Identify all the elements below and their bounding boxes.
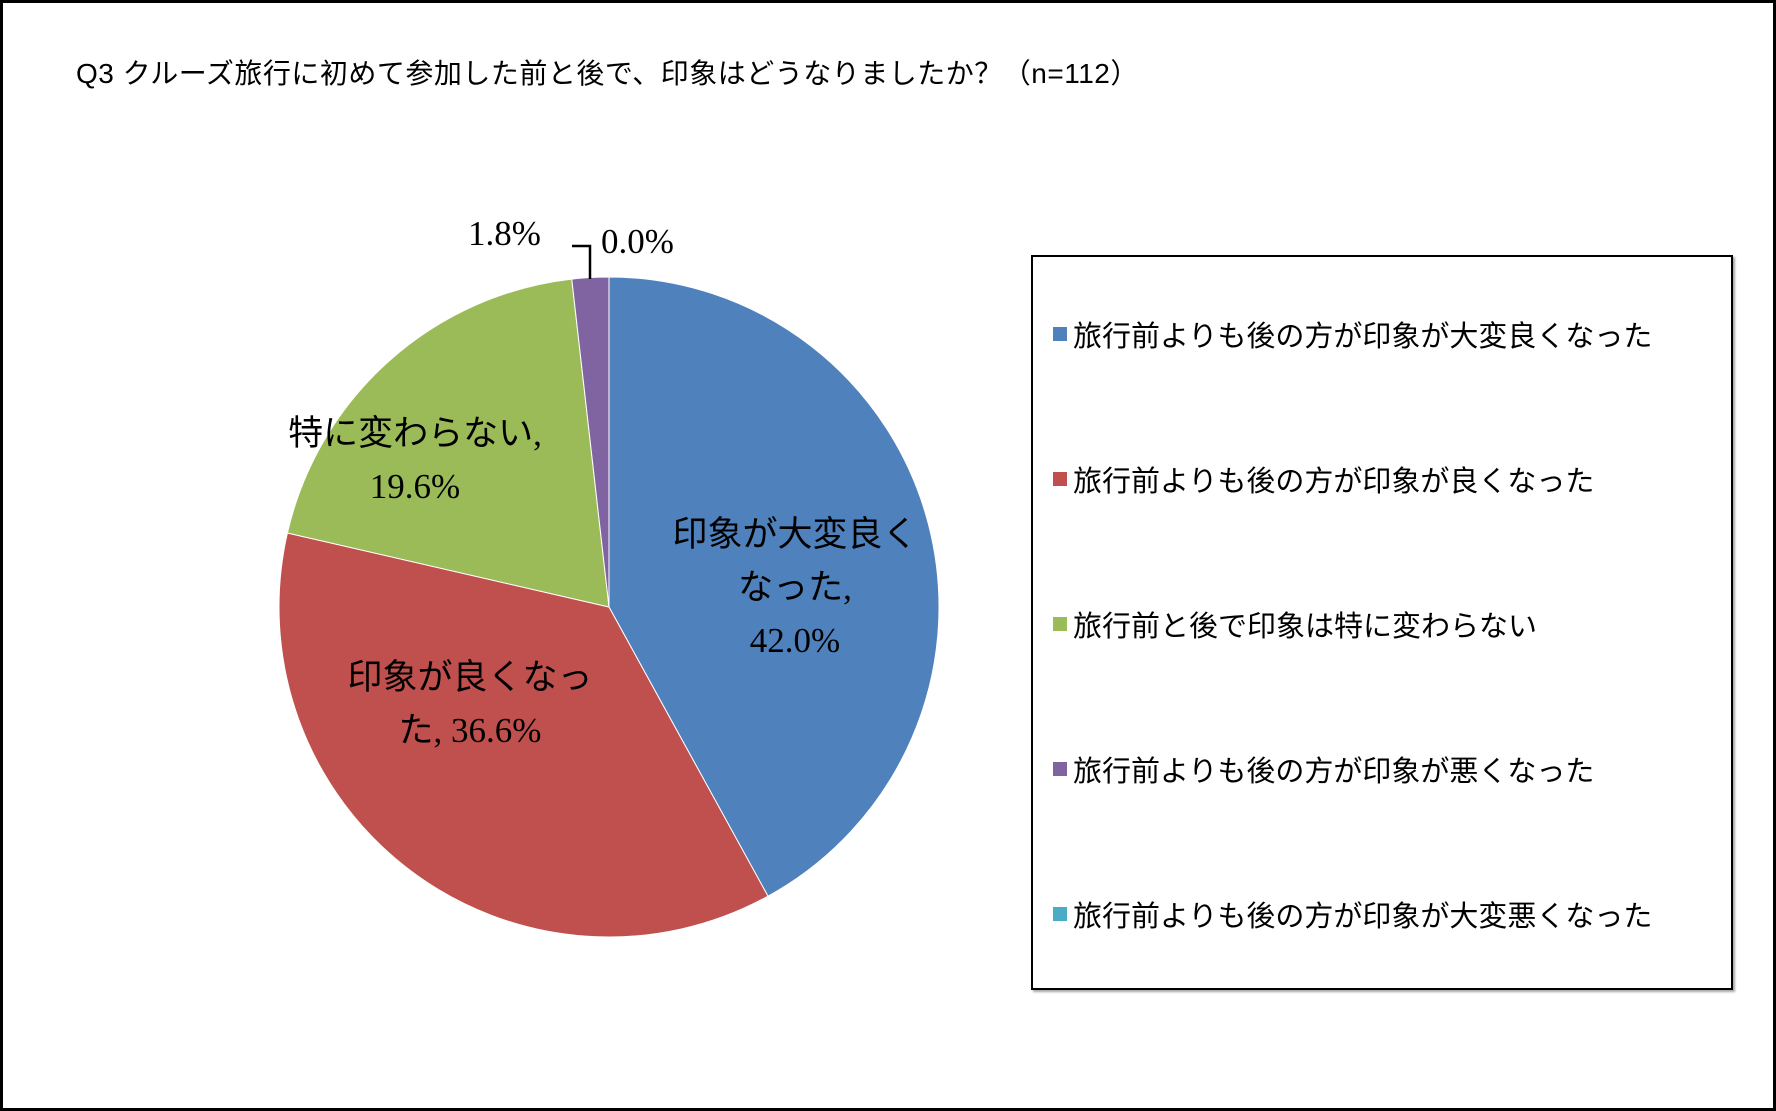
legend-swatch-icon <box>1053 327 1067 341</box>
legend-swatch-icon <box>1053 472 1067 486</box>
data-label-very-bad: 0.0% <box>601 222 674 261</box>
chart-title: Q3 クルーズ旅行に初めて参加した前と後で、印象はどうなりましたか？（n=112… <box>76 58 1139 89</box>
data-label-value: 19.6% <box>369 467 461 506</box>
data-label-very-good: 印象が大変良く なった, 42.0% <box>645 508 945 667</box>
data-label-line: 特に変わらない, <box>288 414 542 453</box>
legend-item-bad: 旅行前よりも後の方が印象が悪くなった <box>1053 749 1594 789</box>
data-label-line: 印象が良くなっ <box>347 658 593 697</box>
legend-swatch-icon <box>1053 617 1067 631</box>
legend-item-very-bad: 旅行前よりも後の方が印象が大変悪くなった <box>1053 894 1652 934</box>
pie-slice-very-good <box>608 276 940 897</box>
leader-line <box>572 244 592 279</box>
data-label-no-change: 特に変わらない, 19.6% <box>255 407 575 513</box>
data-label-value: 42.0% <box>749 621 841 660</box>
legend-item-good: 旅行前よりも後の方が印象が良くなった <box>1053 459 1594 499</box>
data-label-line: 印象が大変良く <box>672 515 918 554</box>
pie-slices <box>278 276 940 938</box>
legend-item-very-good: 旅行前よりも後の方が印象が大変良くなった <box>1053 314 1652 354</box>
data-label-bad: 1.8% <box>468 214 541 253</box>
legend-swatch-icon <box>1053 762 1067 776</box>
legend: 旅行前よりも後の方が印象が大変良くなった 旅行前よりも後の方が印象が良くなった … <box>1031 255 1733 990</box>
data-label-line: なった, <box>738 568 852 607</box>
pie-slice-no-change <box>286 278 610 608</box>
pie-slice-good <box>278 532 769 938</box>
legend-item-no-change: 旅行前と後で印象は特に変わらない <box>1053 604 1537 644</box>
data-label-line: た, 36.6% <box>398 711 542 750</box>
data-label-good: 印象が良くなっ た, 36.6% <box>310 651 630 757</box>
legend-swatch-icon <box>1053 907 1067 921</box>
